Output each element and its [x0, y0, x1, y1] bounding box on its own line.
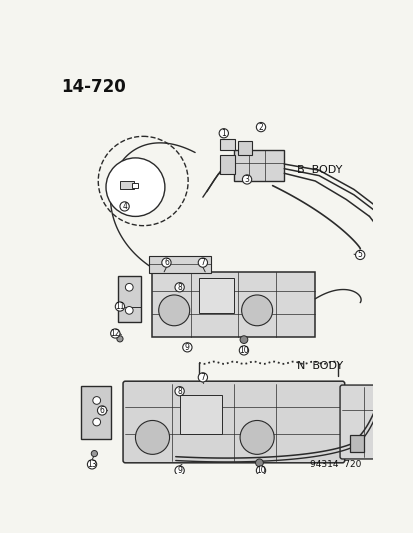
- Circle shape: [239, 346, 248, 355]
- Circle shape: [120, 202, 129, 211]
- Circle shape: [106, 158, 164, 216]
- Circle shape: [240, 336, 247, 343]
- Circle shape: [135, 421, 169, 454]
- Circle shape: [125, 284, 133, 291]
- FancyBboxPatch shape: [81, 386, 111, 439]
- Text: 12: 12: [110, 329, 120, 338]
- Bar: [199, 278, 233, 313]
- Circle shape: [355, 251, 364, 260]
- Text: 9: 9: [185, 343, 189, 352]
- Text: 9: 9: [177, 466, 182, 475]
- Circle shape: [256, 123, 265, 132]
- Bar: [405, 265, 413, 284]
- Circle shape: [218, 128, 228, 138]
- Circle shape: [240, 421, 273, 454]
- Circle shape: [125, 306, 133, 314]
- Circle shape: [91, 450, 97, 457]
- Circle shape: [158, 295, 189, 326]
- Circle shape: [198, 373, 207, 382]
- Text: 11: 11: [115, 302, 124, 311]
- Text: 10: 10: [239, 346, 248, 355]
- Circle shape: [175, 386, 184, 396]
- Bar: [179, 395, 222, 433]
- Text: 3: 3: [244, 175, 249, 184]
- Bar: [237, 141, 251, 155]
- Bar: [233, 150, 284, 181]
- Text: 94314  720: 94314 720: [310, 460, 361, 469]
- Circle shape: [242, 175, 251, 184]
- Circle shape: [110, 329, 120, 338]
- Circle shape: [175, 466, 184, 475]
- Bar: [132, 182, 138, 188]
- Text: 5: 5: [357, 251, 362, 260]
- Circle shape: [93, 418, 100, 426]
- Circle shape: [198, 258, 207, 267]
- Text: N  BODY: N BODY: [296, 361, 342, 371]
- Text: 8: 8: [177, 387, 182, 395]
- FancyBboxPatch shape: [152, 272, 314, 337]
- Circle shape: [87, 460, 97, 469]
- Text: 14-720: 14-720: [61, 78, 126, 96]
- Text: 13: 13: [87, 460, 97, 469]
- Circle shape: [182, 343, 192, 352]
- Bar: [117, 276, 140, 322]
- Circle shape: [241, 295, 272, 326]
- Bar: [219, 140, 235, 150]
- Bar: [120, 181, 133, 189]
- Circle shape: [97, 406, 107, 415]
- Text: 6: 6: [100, 406, 104, 415]
- Circle shape: [255, 459, 263, 467]
- Text: 7: 7: [200, 373, 205, 382]
- Circle shape: [116, 336, 123, 342]
- Bar: [349, 435, 363, 452]
- Circle shape: [256, 466, 265, 475]
- Circle shape: [175, 282, 184, 292]
- Text: 8: 8: [177, 283, 182, 292]
- FancyBboxPatch shape: [339, 385, 387, 459]
- Text: 6: 6: [164, 258, 169, 267]
- Bar: [148, 256, 210, 273]
- Circle shape: [115, 302, 124, 311]
- Text: 2: 2: [258, 123, 263, 132]
- Circle shape: [93, 397, 100, 405]
- Text: 10: 10: [256, 466, 265, 475]
- Text: B  BODY: B BODY: [296, 165, 341, 175]
- Text: 4: 4: [122, 202, 127, 211]
- Circle shape: [161, 258, 171, 267]
- Bar: [219, 155, 235, 174]
- Text: 7: 7: [200, 258, 205, 267]
- FancyBboxPatch shape: [123, 381, 344, 463]
- Text: 1: 1: [221, 129, 225, 138]
